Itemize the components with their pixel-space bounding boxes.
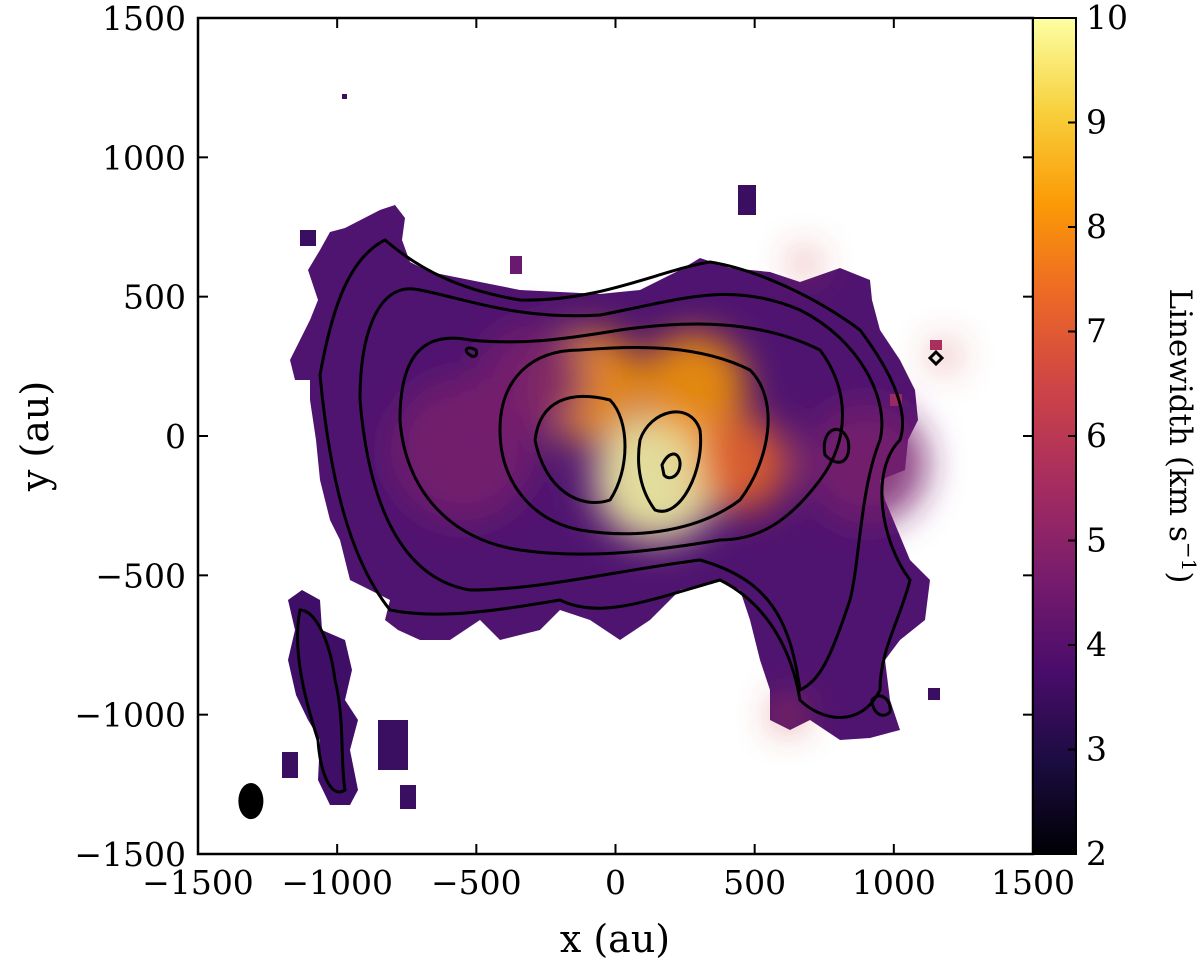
x-tick-label: 1500 [991,863,1075,902]
emission-patch [928,688,940,700]
contour-level-2b [822,427,851,464]
colorbar-tick-label: 2 [1086,834,1107,873]
colorbar [1032,17,1077,855]
linewidth-hotspot [774,700,802,729]
linewidth-hotspot [693,416,789,512]
colorbar-tick-label: 8 [1086,207,1107,246]
emission-patch [282,752,298,778]
colorbar-tick-label: 7 [1086,312,1107,351]
colorbar-label: Linewidth (km s−1) [1162,288,1200,583]
contour-level-5b [637,410,703,513]
contour-level-small [927,349,945,367]
contour-level-1 [318,238,912,719]
emission-patch [300,230,316,246]
linewidth-map [238,94,956,820]
y-tick-label: 1000 [102,138,186,177]
contour-level-3 [398,322,844,556]
x-tick-label: 500 [723,863,786,902]
emission-region-filament [288,590,358,805]
x-tick-label: −1000 [281,863,393,902]
colorbar-ticks: 2 3 4 5 6 7 8 9 10 [1068,0,1128,873]
contour-level-small [870,694,892,717]
contour-level-2 [358,287,884,693]
linewidth-hotspot [804,402,928,526]
colorbar-tick-label: 5 [1086,521,1107,560]
linewidth-hotspot [793,252,816,275]
contour-level-6 [660,452,682,480]
contour-level-4 [498,345,770,536]
x-tick-label: −1500 [142,863,254,902]
colorbar-tick-label: 4 [1086,625,1107,664]
emission-patch [400,785,416,809]
emission-patch [378,720,408,770]
y-axis-label: y (au) [13,381,57,492]
colorbar-tick-label: 6 [1086,416,1107,455]
colorbar-label-main: Linewidth (km s [1162,288,1198,541]
emission-patch [930,340,942,350]
emission-patch [510,256,522,274]
emission-patch [738,185,756,215]
x-axis-label: x (au) [560,917,670,961]
x-tick-label: −500 [431,863,522,902]
colorbar-tick-label: 3 [1086,730,1107,769]
y-tick-label: −1000 [74,696,186,735]
colorbar-label-sup: −1 [1177,542,1200,571]
beam-ellipse [238,782,264,820]
x-tick-label: 1000 [852,863,936,902]
y-tick-label: 1500 [102,0,186,38]
contour-level-3b [464,346,478,358]
colorbar-label-close: ) [1162,571,1198,583]
colorbar-tick-label: 9 [1086,103,1107,142]
contour-level-filament [296,608,347,794]
y-tick-label: −1500 [74,835,186,874]
y-axis-ticks: −1500 −1000 −500 0 500 1000 1500 [74,0,1033,874]
emission-patch [342,94,347,99]
y-tick-label: 0 [165,417,186,456]
x-tick-label: 0 [605,863,626,902]
colorbar-tick-label: 10 [1086,0,1128,37]
y-tick-label: 500 [123,278,186,317]
contour-level-5 [533,394,627,504]
y-tick-label: −500 [95,556,186,595]
intensity-contours [296,238,945,794]
x-axis-ticks: −1500 −1000 −500 0 500 1000 1500 [142,18,1075,902]
